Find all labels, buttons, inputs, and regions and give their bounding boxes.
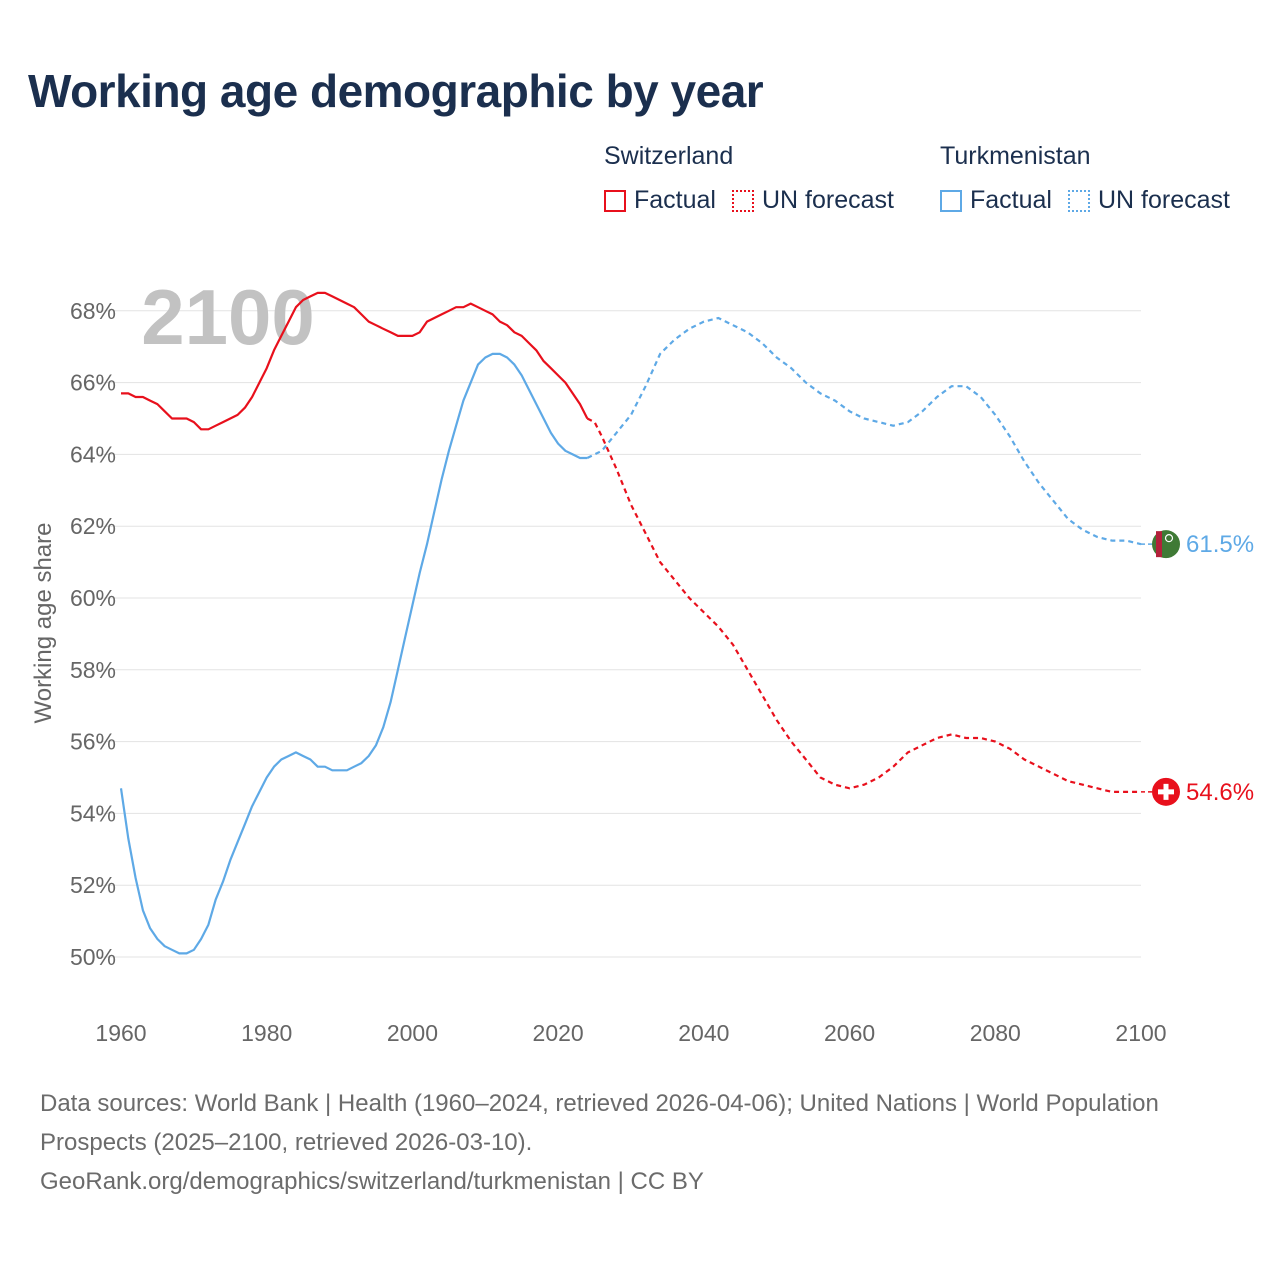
legend-label: Factual	[970, 186, 1052, 214]
turkmen-flag-stripe	[1156, 531, 1162, 558]
y-tick-label: 68%	[70, 298, 116, 324]
x-tick-label: 1980	[241, 1020, 292, 1046]
legend-switzerland-factual[interactable]: Factual	[604, 186, 716, 215]
y-tick-label: 50%	[70, 944, 116, 970]
y-tick-label: 66%	[70, 370, 116, 396]
legend-group-name: Turkmenistan	[940, 142, 1091, 170]
y-tick-label: 56%	[70, 729, 116, 755]
x-tick-label: 2000	[387, 1020, 438, 1046]
x-tick-label: 2100	[1115, 1020, 1166, 1046]
legend-label: UN forecast	[1097, 186, 1230, 214]
chart-title: Working age demographic by year	[28, 65, 764, 117]
y-tick-label: 52%	[70, 872, 116, 898]
credit-link[interactable]: GeoRank.org/demographics/switzerland/tur…	[40, 1168, 704, 1195]
legend-swatch-dotted	[731, 189, 754, 212]
turkmenistan-forecast-line	[586, 316, 1142, 546]
x-tick-label: 2020	[533, 1020, 584, 1046]
legend-swatch-dotted	[1067, 189, 1090, 212]
turkmenistan-factual-line	[119, 352, 588, 955]
switzerland-end-value-label: 54.6%	[1186, 779, 1254, 806]
legend-switzerland-forecast[interactable]: UN forecast	[731, 186, 894, 215]
y-axis-label: Working age share	[30, 523, 57, 724]
switzerland-forecast-line	[586, 417, 1141, 793]
x-tick-label: 1960	[95, 1020, 146, 1046]
legend-swatch-solid	[604, 189, 626, 212]
y-tick-label: 60%	[70, 585, 116, 611]
turkmen-flag-crescent	[1164, 534, 1174, 543]
y-tick-label: 54%	[70, 800, 116, 826]
switzerland-factual-line	[121, 291, 589, 431]
legend-turkmenistan-forecast[interactable]: UN forecast	[1067, 186, 1230, 215]
year-watermark: 2100	[141, 273, 315, 361]
y-tick-label: 62%	[70, 513, 116, 539]
legend-swatch-solid	[940, 189, 962, 212]
x-tick-label: 2080	[970, 1020, 1021, 1046]
legend-turkmenistan-factual[interactable]: Factual	[940, 186, 1052, 215]
legend-label: Factual	[634, 186, 716, 214]
legend-group-name: Switzerland	[604, 142, 734, 170]
x-tick-label: 2040	[678, 1020, 729, 1046]
swiss-flag-cross-horizontal	[1158, 789, 1174, 795]
data-sources-text: Data sources: World Bank | Health (1960–…	[40, 1090, 1159, 1156]
legend-label: UN forecast	[761, 186, 894, 214]
x-tick-label: 2060	[824, 1020, 875, 1046]
legend-switzerland: Switzerland Factual UN forecast	[604, 142, 910, 215]
legend-turkmenistan: Turkmenistan Factual UN forecast	[940, 142, 1246, 215]
y-tick-label: 64%	[70, 441, 116, 467]
turkmenistan-end-value-label: 61.5%	[1186, 531, 1254, 558]
y-tick-label: 58%	[70, 657, 116, 683]
footer: Data sources: World Bank | Health (1960–…	[40, 1084, 1200, 1201]
